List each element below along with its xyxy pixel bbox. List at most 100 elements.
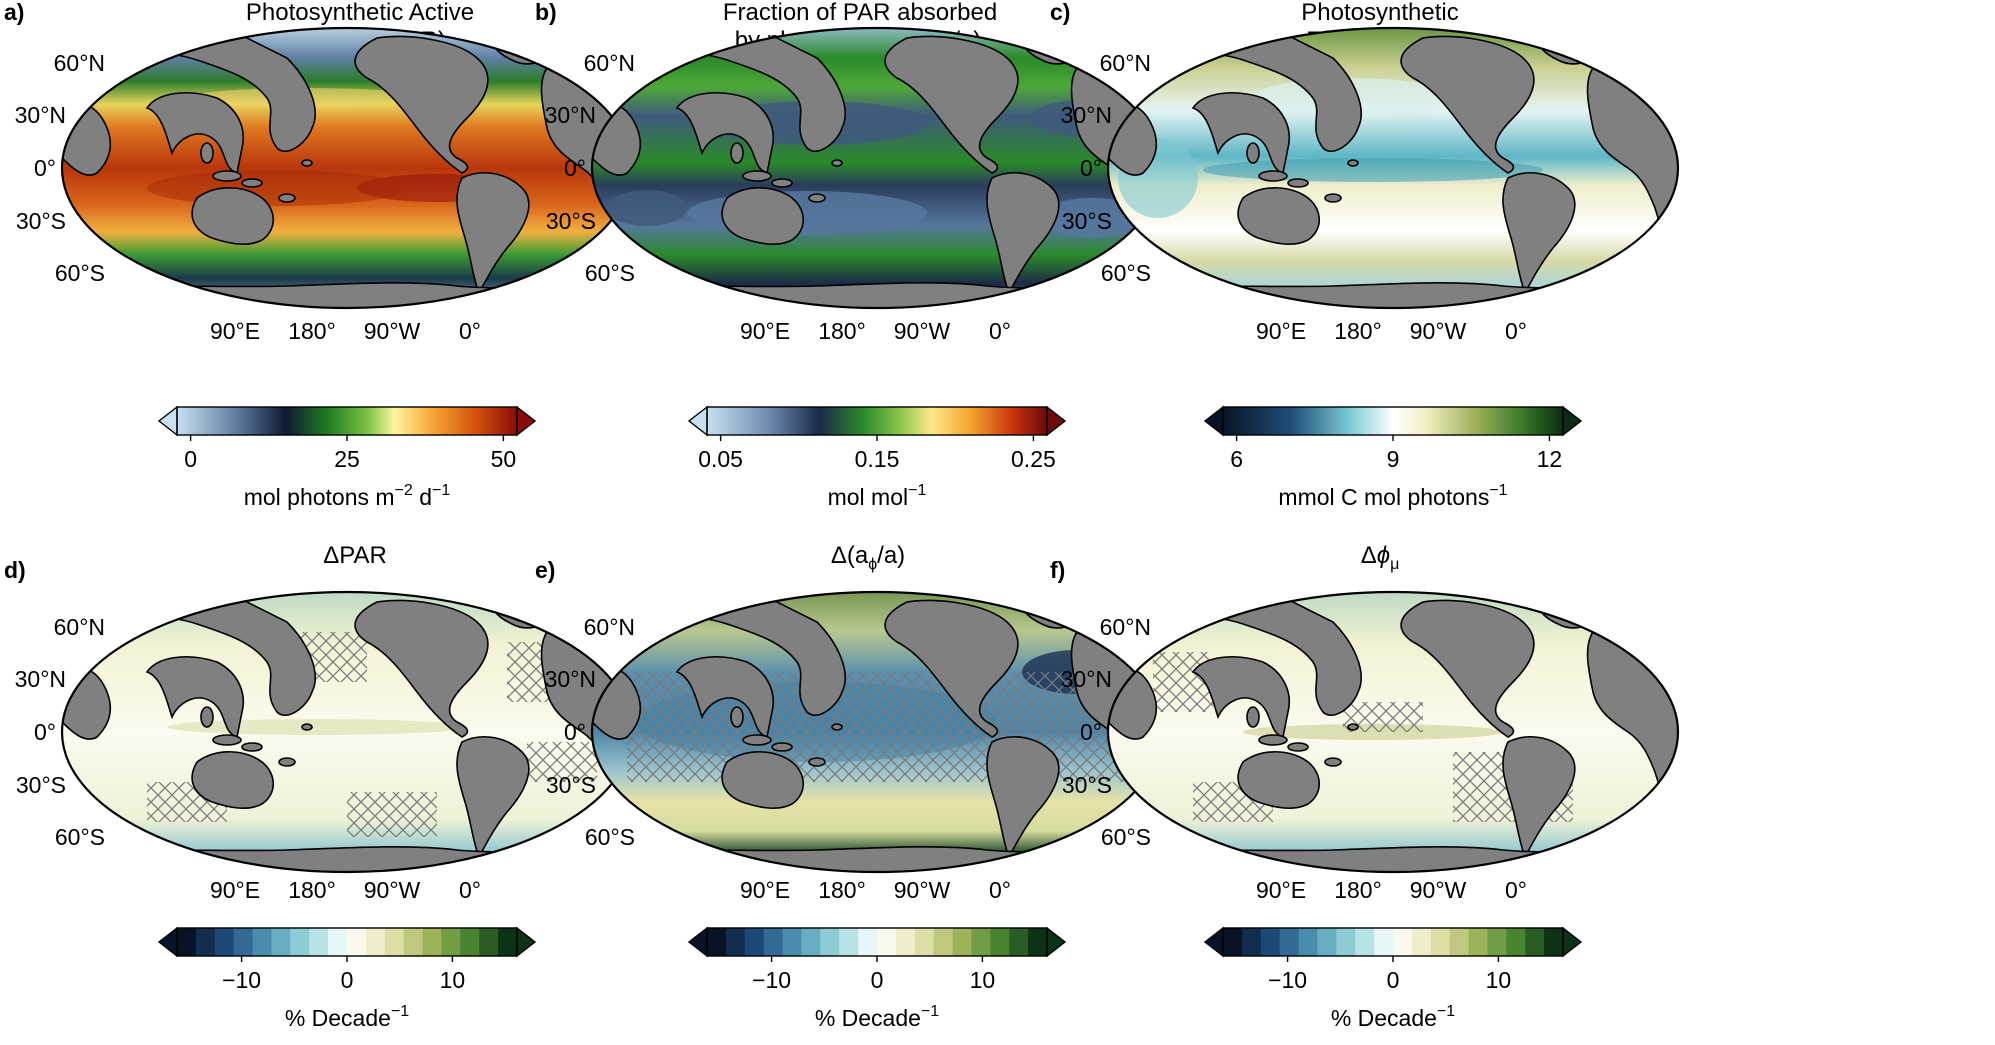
- colorbar-swatch: [877, 928, 897, 956]
- colorbar-swatch: [1028, 928, 1048, 956]
- panel-d-title: ΔPAR: [323, 542, 387, 569]
- colorbar-swatch: [1260, 928, 1281, 956]
- colorbar-swatch: [252, 928, 272, 956]
- colorbar-swatch: [744, 928, 765, 956]
- colorbar-unit-label: % Decade−1: [285, 1003, 409, 1031]
- colorbar-swatch: [195, 928, 216, 956]
- colorbar-tick-label: 0: [341, 967, 354, 993]
- lon-label: 0°: [1505, 877, 1527, 903]
- lat-label: 60°S: [1101, 260, 1151, 286]
- colorbar-swatch: [707, 928, 727, 956]
- colorbar-gradient: [707, 407, 1047, 435]
- lon-label: 180°: [288, 318, 336, 344]
- colorbar: −10 0 10 % Decade−1: [1203, 926, 1583, 1031]
- panel-f: f) Δϕμ: [1050, 542, 1680, 874]
- colorbar-swatch: [328, 928, 348, 956]
- colorbar-swatch: [1223, 928, 1243, 956]
- lat-label: 60°N: [54, 614, 105, 640]
- colorbar: −10 0 10 % Decade−1: [687, 926, 1067, 1031]
- lon-label: 90°W: [1410, 318, 1467, 344]
- lon-label: 180°: [288, 877, 336, 903]
- colorbar-swatch: [403, 928, 424, 956]
- colorbar-swatch: [233, 928, 254, 956]
- lat-label: 60°S: [585, 260, 635, 286]
- lat-label: 60°N: [1100, 614, 1151, 640]
- lat-label: 60°S: [55, 824, 105, 850]
- colorbar-tick-label: 0: [871, 967, 884, 993]
- lat-label: 30°N: [1061, 102, 1112, 128]
- lat-label: 0°: [1080, 155, 1102, 181]
- panel-d-letter: d): [4, 557, 26, 583]
- colorbar-swatch: [1279, 928, 1300, 956]
- lat-label: 60°S: [585, 824, 635, 850]
- colorbar-tick-label: 10: [440, 967, 466, 993]
- lon-label: 180°: [1334, 318, 1382, 344]
- lon-label: 0°: [459, 318, 481, 344]
- colorbar-gradient: [177, 407, 517, 435]
- colorbar-unit-label: mol photons m−2 d−1: [244, 482, 451, 510]
- colorbar-tick-label: 0: [184, 446, 197, 472]
- colorbar-swatch: [914, 928, 935, 956]
- colorbar-swatch: [422, 928, 442, 956]
- panel-a-map: [60, 26, 634, 310]
- panel-e: e) Δ(aϕ/a): [535, 542, 1164, 874]
- colorbar-swatch: [1374, 928, 1394, 956]
- lon-label: 90°E: [1256, 877, 1306, 903]
- colorbar-swatch: [479, 928, 499, 956]
- lat-label: 30°N: [1061, 666, 1112, 692]
- colorbar-unit-label: % Decade−1: [815, 1003, 939, 1031]
- lon-label: 90°E: [1256, 318, 1306, 344]
- panel-e-title: Δ(aϕ/a): [831, 542, 905, 573]
- colorbar-swatch: [1009, 928, 1029, 956]
- colorbar-swatch: [365, 928, 386, 956]
- panel-f-title: Δϕμ: [1361, 542, 1400, 573]
- colorbar-tick-label: 12: [1537, 446, 1563, 472]
- lat-label: 30°N: [545, 666, 596, 692]
- colorbar-swatch: [290, 928, 310, 956]
- colorbar-swatch: [933, 928, 954, 956]
- colorbar-swatch: [952, 928, 972, 956]
- colorbar: 6 9 12 mmol C mol photons−1: [1203, 405, 1583, 510]
- colorbar-swatch: [1298, 928, 1318, 956]
- panel-a-title-line1: Photosynthetic Active: [246, 0, 474, 26]
- colorbar-extend-right: [1046, 405, 1067, 437]
- colorbar-extend-left: [687, 405, 708, 437]
- colorbar-swatch: [1393, 928, 1413, 956]
- colorbar-swatch: [1544, 928, 1564, 956]
- colorbar-unit-label: mmol C mol photons−1: [1278, 482, 1507, 510]
- colorbar-swatch: [725, 928, 746, 956]
- lon-label: 90°W: [364, 318, 421, 344]
- lat-label: 0°: [564, 155, 586, 181]
- lon-label: 0°: [989, 877, 1011, 903]
- colorbar-tick-label: 10: [970, 967, 996, 993]
- lon-label: 180°: [818, 318, 866, 344]
- lon-label: 90°W: [1410, 877, 1467, 903]
- lat-label: 30°S: [546, 772, 596, 798]
- lat-label: 0°: [34, 719, 56, 745]
- colorbar-swatch: [1430, 928, 1451, 956]
- colorbar-extend-right: [516, 926, 537, 958]
- lon-label: 90°W: [364, 877, 421, 903]
- colorbar-swatch: [1317, 928, 1337, 956]
- panel-a-letter: a): [4, 0, 24, 25]
- lon-label: 90°E: [740, 318, 790, 344]
- lat-label: 30°S: [16, 772, 66, 798]
- panel-c: c) Photosynthetic Efficiency (ϕμ): [1050, 0, 1680, 310]
- colorbar-swatch: [384, 928, 405, 956]
- colorbar-extend-left: [1203, 405, 1224, 437]
- colorbar-swatch: [347, 928, 367, 956]
- colorbar-extend-left: [157, 926, 178, 958]
- lon-label: 90°E: [740, 877, 790, 903]
- colorbar-tick-label: 0: [1387, 967, 1400, 993]
- colorbar-tick-label: 0.15: [855, 446, 900, 472]
- colorbar-swatch: [782, 928, 802, 956]
- colorbar-tick-label: 6: [1230, 446, 1243, 472]
- lon-label: 90°E: [210, 318, 260, 344]
- colorbar-extend-left: [157, 405, 178, 437]
- colorbar-tick-label: −10: [222, 967, 261, 993]
- colorbar-tick-label: 25: [334, 446, 360, 472]
- panel-b-letter: b): [535, 0, 557, 25]
- colorbar-swatch: [1355, 928, 1375, 956]
- lon-label: 180°: [1334, 877, 1382, 903]
